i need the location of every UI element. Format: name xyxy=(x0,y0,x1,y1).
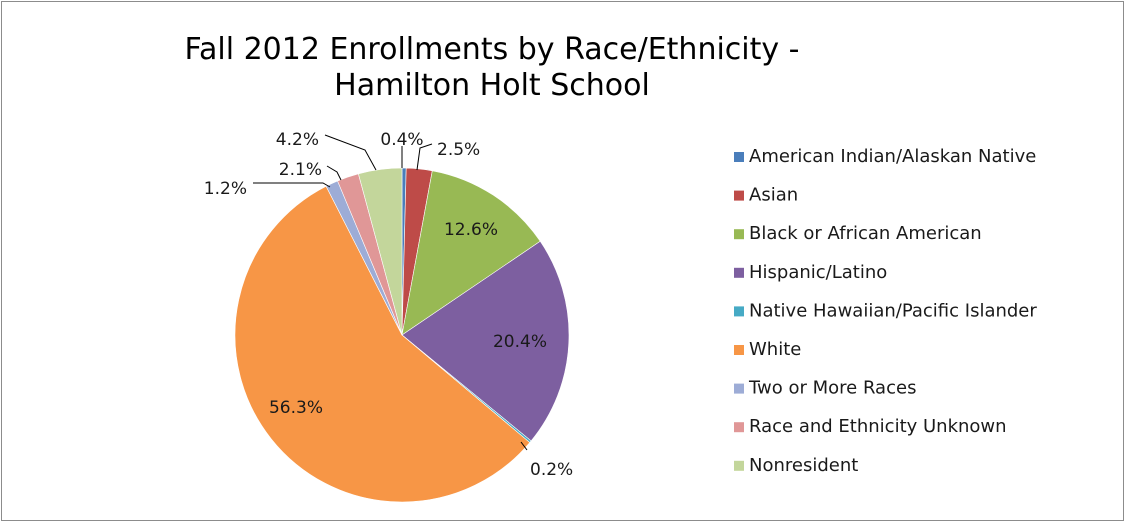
legend-item-two-or-more-races: Two or More Races xyxy=(734,378,916,399)
pie-slice-white xyxy=(234,185,531,503)
data-label-asian: 2.5% xyxy=(437,140,480,160)
leader-line-nonresident xyxy=(324,134,377,171)
legend-label-hispanic-latino: Hispanic/Latino xyxy=(749,262,887,283)
legend-swatch-race-and-ethnicity-unknown xyxy=(734,422,744,433)
legend-label-black-or-african-american: Black or African American xyxy=(749,223,982,244)
legend-swatch-nonresident xyxy=(734,460,744,471)
legend-item-american-indian-alaskan-native: American Indian/Alaskan Native xyxy=(734,146,1036,167)
legend-item-race-and-ethnicity-unknown: Race and Ethnicity Unknown xyxy=(734,416,1007,437)
legend-item-asian: Asian xyxy=(734,185,798,206)
legend-swatch-american-indian-alaskan-native xyxy=(734,152,744,162)
legend-label-race-and-ethnicity-unknown: Race and Ethnicity Unknown xyxy=(749,416,1007,437)
data-label-native-hawaiian-pacific-islander: 0.2% xyxy=(530,460,573,480)
leader-line-race-and-ethnicity-unknown xyxy=(326,165,342,181)
legend-item-native-hawaiian-pacific-islander: Native Hawaiian/Pacific Islander xyxy=(734,300,1037,321)
legend-swatch-hispanic-latino xyxy=(734,267,744,278)
data-label-race-and-ethnicity-unknown: 2.1% xyxy=(279,160,322,180)
data-label-white: 56.3% xyxy=(269,398,323,418)
legend-swatch-two-or-more-races xyxy=(734,383,744,394)
legend-label-two-or-more-races: Two or More Races xyxy=(748,378,916,399)
legend-label-american-indian-alaskan-native: American Indian/Alaskan Native xyxy=(749,146,1036,167)
data-label-black-or-african-american: 12.6% xyxy=(444,220,498,240)
legend-label-native-hawaiian-pacific-islander: Native Hawaiian/Pacific Islander xyxy=(749,300,1037,321)
legend-item-hispanic-latino: Hispanic/Latino xyxy=(734,262,887,283)
pie-slice-hispanic-latino xyxy=(401,240,570,442)
data-label-american-indian-alaskan-native: 0.4% xyxy=(380,130,423,150)
leader-line-two-or-more-races xyxy=(253,182,331,188)
leader-line-native-hawaiian-pacific-islander xyxy=(520,441,528,451)
legend-swatch-black-or-african-american xyxy=(734,229,744,240)
legend-swatch-white xyxy=(734,345,744,355)
data-label-nonresident: 4.2% xyxy=(276,130,319,150)
legend-item-black-or-african-american: Black or African American xyxy=(734,223,982,244)
pie-slice-black-or-african-american xyxy=(401,170,541,336)
legend-swatch-native-hawaiian-pacific-islander xyxy=(734,306,744,317)
legend-label-asian: Asian xyxy=(749,185,798,206)
legend-item-white: White xyxy=(734,339,801,360)
data-label-hispanic-latino: 20.4% xyxy=(493,332,547,352)
legend-item-nonresident: Nonresident xyxy=(734,455,858,476)
legend-swatch-asian xyxy=(734,190,744,201)
leader-line-asian xyxy=(416,143,433,171)
legend-label-nonresident: Nonresident xyxy=(749,455,858,476)
data-label-two-or-more-races: 1.2% xyxy=(204,179,247,199)
chart-title: Fall 2012 Enrollments by Race/Ethnicity … xyxy=(162,32,822,104)
chart-title-line-1: Fall 2012 Enrollments by Race/Ethnicity … xyxy=(184,32,800,67)
legend-label-white: White xyxy=(749,339,801,360)
chart-title-line-2: Hamilton Holt School xyxy=(334,68,650,103)
